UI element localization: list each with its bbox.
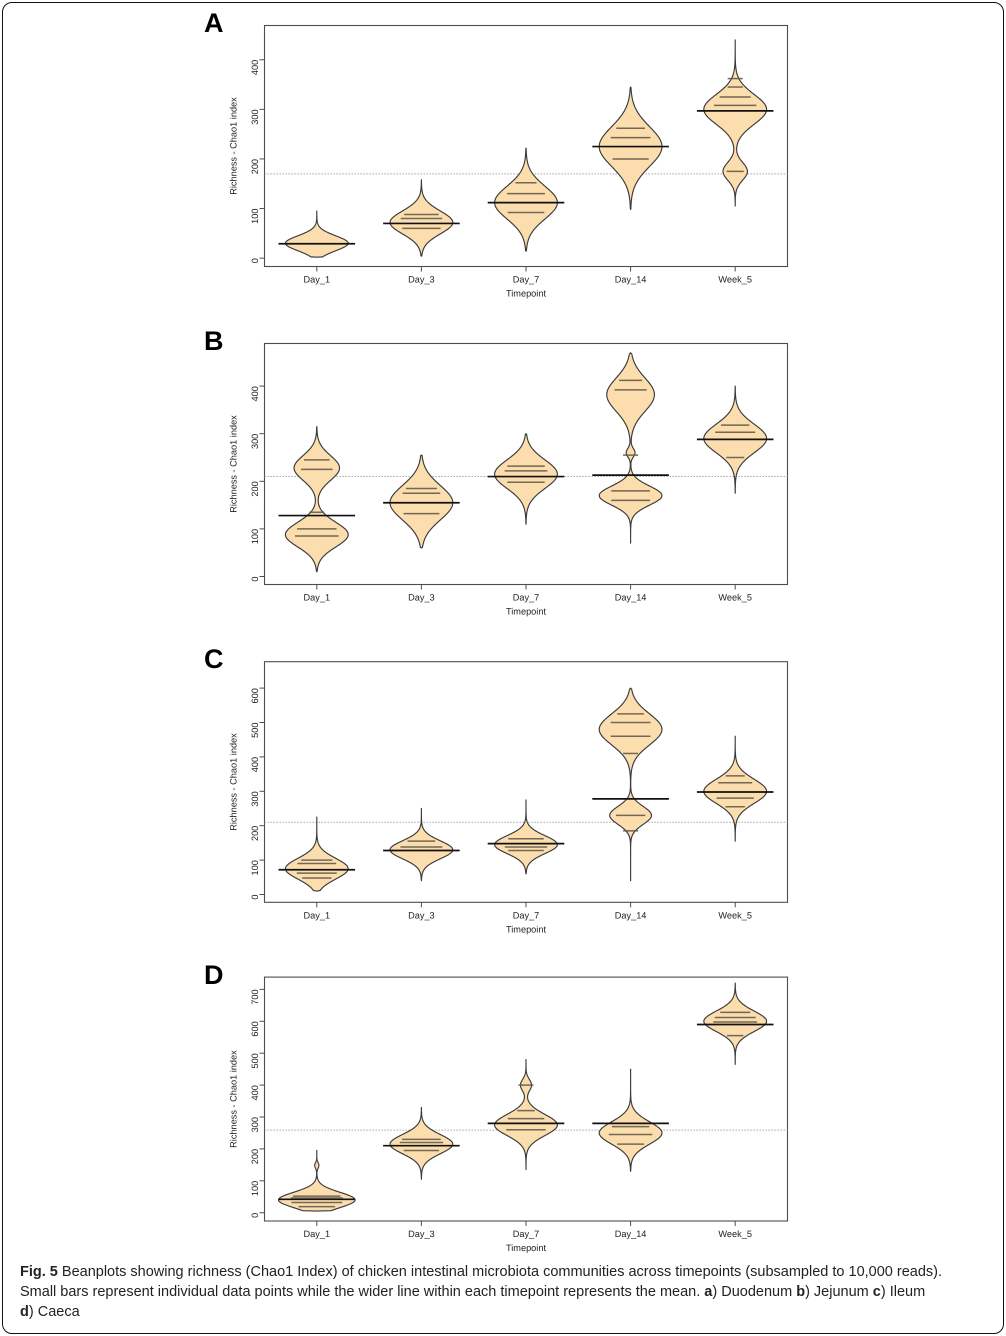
svg-text:700: 700 — [250, 989, 260, 1004]
svg-text:200: 200 — [250, 1149, 260, 1164]
svg-text:100: 100 — [250, 1181, 260, 1196]
svg-text:Day_7: Day_7 — [513, 1229, 540, 1239]
svg-text:400: 400 — [250, 1085, 260, 1100]
svg-text:300: 300 — [250, 1117, 260, 1132]
svg-text:Timepoint: Timepoint — [506, 1243, 546, 1253]
svg-text:Day_3: Day_3 — [408, 1229, 435, 1239]
svg-text:Richness - Chao1 index: Richness - Chao1 index — [229, 1050, 239, 1148]
svg-text:Day_14: Day_14 — [615, 1229, 647, 1239]
svg-text:Day_1: Day_1 — [304, 1229, 331, 1239]
svg-text:600: 600 — [250, 1021, 260, 1036]
svg-text:500: 500 — [250, 1053, 260, 1068]
svg-text:0: 0 — [250, 1213, 260, 1218]
svg-text:Week_5: Week_5 — [718, 1229, 752, 1239]
